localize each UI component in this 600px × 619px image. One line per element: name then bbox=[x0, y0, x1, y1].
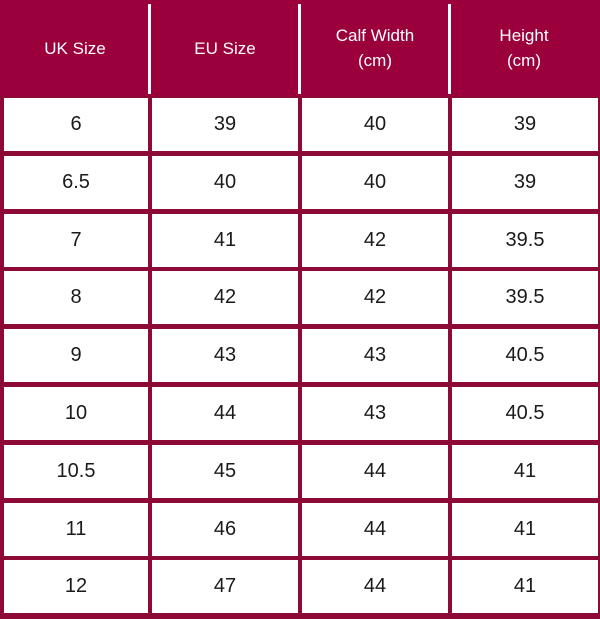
cell-eu-size: 42 bbox=[152, 271, 298, 324]
cell-uk-size: 6 bbox=[4, 98, 148, 151]
cell-height: 41 bbox=[452, 445, 598, 498]
cell-eu-size: 40 bbox=[152, 156, 298, 209]
cell-eu-size: 41 bbox=[152, 214, 298, 267]
cell-height: 41 bbox=[452, 560, 598, 613]
cell-height: 39.5 bbox=[452, 271, 598, 324]
cell-calf-width: 40 bbox=[302, 98, 448, 151]
cell-calf-width: 40 bbox=[302, 156, 448, 209]
cell-uk-size: 10 bbox=[4, 387, 148, 440]
cell-eu-size: 44 bbox=[152, 387, 298, 440]
cell-calf-width: 43 bbox=[302, 329, 448, 382]
cell-eu-size: 39 bbox=[152, 98, 298, 151]
cell-uk-size: 10.5 bbox=[4, 445, 148, 498]
cell-height: 41 bbox=[452, 503, 598, 556]
cell-calf-width: 44 bbox=[302, 503, 448, 556]
cell-height: 39.5 bbox=[452, 214, 598, 267]
cell-height: 39 bbox=[452, 98, 598, 151]
cell-calf-width: 43 bbox=[302, 387, 448, 440]
cell-height: 40.5 bbox=[452, 387, 598, 440]
cell-uk-size: 11 bbox=[4, 503, 148, 556]
cell-eu-size: 43 bbox=[152, 329, 298, 382]
table-header-row: UK Size EU Size Calf Width (cm) Height (… bbox=[0, 0, 600, 96]
cell-calf-width: 42 bbox=[302, 271, 448, 324]
cell-calf-width: 44 bbox=[302, 445, 448, 498]
header-eu-size: EU Size bbox=[194, 38, 256, 58]
cell-height: 39 bbox=[452, 156, 598, 209]
cell-eu-size: 46 bbox=[152, 503, 298, 556]
cell-uk-size: 8 bbox=[4, 271, 148, 324]
header-divider bbox=[448, 4, 451, 94]
cell-uk-size: 9 bbox=[4, 329, 148, 382]
cell-height: 40.5 bbox=[452, 329, 598, 382]
cell-calf-width: 42 bbox=[302, 214, 448, 267]
cell-calf-width: 44 bbox=[302, 560, 448, 613]
header-divider bbox=[298, 4, 301, 94]
cell-uk-size: 12 bbox=[4, 560, 148, 613]
cell-uk-size: 7 bbox=[4, 214, 148, 267]
header-calf-width: Calf Width (cm) bbox=[335, 26, 415, 70]
cell-uk-size: 6.5 bbox=[4, 156, 148, 209]
header-uk-size: UK Size bbox=[44, 38, 106, 58]
header-divider bbox=[148, 4, 151, 94]
cell-eu-size: 47 bbox=[152, 560, 298, 613]
cell-eu-size: 45 bbox=[152, 445, 298, 498]
header-height: Height (cm) bbox=[499, 26, 549, 70]
